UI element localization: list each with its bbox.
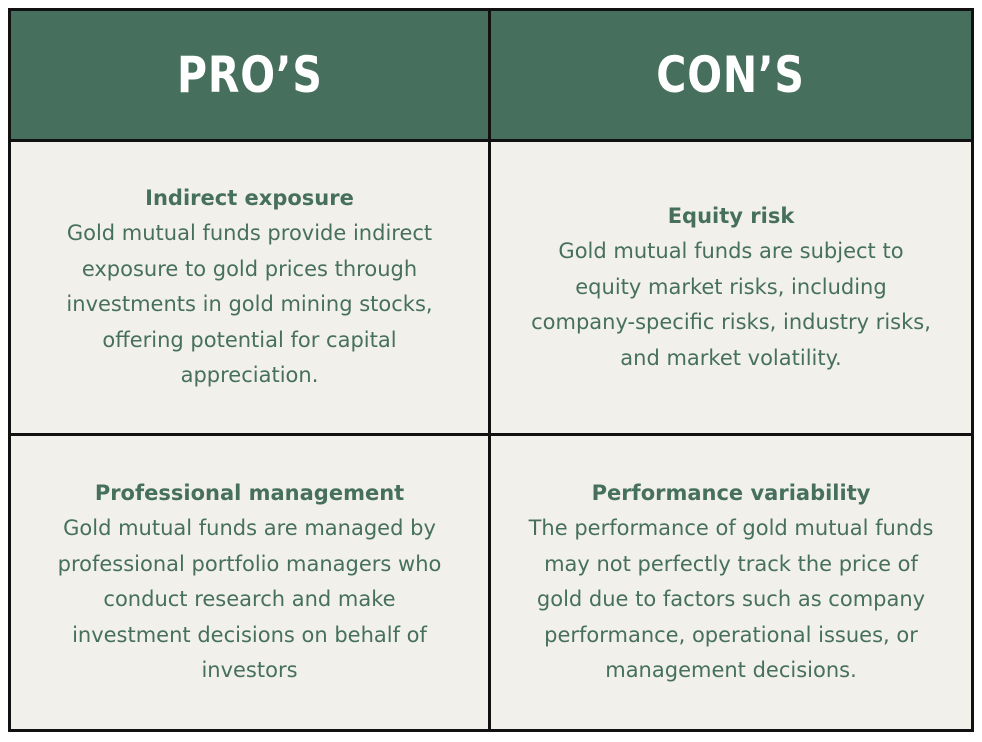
con-cell-performance-variability: Performance variability The performance … (491, 436, 971, 730)
con-cell-equity-risk: Equity risk Gold mutual funds are subjec… (491, 142, 971, 436)
cons-title: CON’S (656, 46, 806, 104)
con-description: Gold mutual funds are subject to equity … (531, 239, 931, 370)
pros-title: PRO’S (176, 46, 323, 104)
cons-header-cell: CON’S (491, 11, 971, 142)
pro-description: Gold mutual funds are managed by profess… (57, 516, 442, 683)
pro-description: Gold mutual funds provide indirect expos… (66, 221, 433, 388)
pros-header-cell: PRO’S (11, 11, 491, 142)
con-heading: Equity risk (667, 203, 795, 228)
pro-cell-professional-management: Professional management Gold mutual fund… (11, 435, 491, 729)
pros-cons-table: PRO’S CON’S Indirect exposure Gold mutua… (8, 8, 974, 732)
pro-heading: Indirect exposure (145, 185, 354, 210)
con-description: The performance of gold mutual funds may… (528, 516, 934, 683)
pro-cell-indirect-exposure: Indirect exposure Gold mutual funds prov… (11, 142, 491, 436)
con-heading: Performance variability (591, 480, 871, 505)
pro-heading: Professional management (94, 480, 405, 505)
